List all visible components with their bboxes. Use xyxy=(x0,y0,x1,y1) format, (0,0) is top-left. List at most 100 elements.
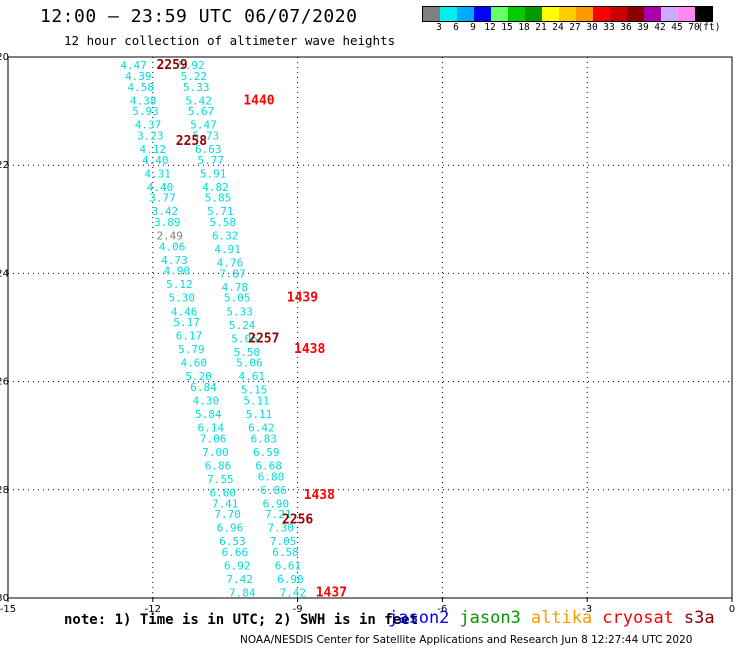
color-swatch xyxy=(559,7,576,21)
wave-height-value: 4.37 xyxy=(135,119,162,132)
color-swatch xyxy=(695,7,712,21)
color-scale-label: 18 xyxy=(518,22,530,33)
color-scale-label: 36 xyxy=(620,22,632,33)
wave-height-value: 5.42 xyxy=(185,94,212,107)
satellite-legend-entry: altika xyxy=(530,608,593,628)
track-time-label: 2257 xyxy=(248,331,279,346)
wave-height-value: 7.00 xyxy=(202,446,229,459)
wave-height-value: 4.12 xyxy=(140,143,167,156)
track-time-label: 1438 xyxy=(304,488,335,503)
satellite-legend-entry: s3a xyxy=(683,608,715,628)
y-tick-label: -28 xyxy=(0,485,9,496)
track-time-label: 2258 xyxy=(176,134,207,149)
wave-height-value: 5.77 xyxy=(197,154,224,167)
y-tick-label: -30 xyxy=(0,593,9,604)
satellite-legend-entry: jason2 xyxy=(388,608,450,628)
wave-height-value: 7.05 xyxy=(270,535,297,548)
wave-height-value: 7.84 xyxy=(229,587,256,600)
wave-height-value: 5.58 xyxy=(210,216,237,229)
y-tick-label: -20 xyxy=(0,52,9,63)
wave-height-value: 5.30 xyxy=(169,292,196,305)
wave-height-value: 5.71 xyxy=(207,205,234,218)
wave-height-value: 5.15 xyxy=(241,384,268,397)
wave-height-value: 7.06 xyxy=(200,432,227,445)
wave-height-value: 5.85 xyxy=(205,192,232,205)
wave-height-value: 4.30 xyxy=(193,395,220,408)
color-swatch xyxy=(542,7,559,21)
color-swatch xyxy=(644,7,661,21)
wave-height-value: 5.11 xyxy=(246,408,273,421)
wave-height-value: 4.90 xyxy=(164,265,191,278)
color-swatch xyxy=(576,7,593,21)
track-time-label: 1439 xyxy=(287,291,318,306)
wave-height-value: 4.06 xyxy=(159,240,186,253)
wave-height-value: 5.33 xyxy=(226,305,253,318)
wave-height-value: 7.42 xyxy=(226,573,253,586)
wave-height-value: 5.92 xyxy=(178,59,205,72)
wave-height-value: 3.77 xyxy=(149,192,176,205)
wave-height-value: 4.40 xyxy=(147,181,174,194)
wave-height-value: 5.06 xyxy=(231,332,258,345)
color-scale-label: 9 xyxy=(470,22,476,33)
color-swatch xyxy=(678,7,695,21)
color-scale-label: 45 xyxy=(671,22,683,33)
color-scale-label: 12 xyxy=(484,22,496,33)
wave-height-value: 4.73 xyxy=(161,254,188,267)
color-swatch xyxy=(474,7,491,21)
wave-height-value: 5.67 xyxy=(188,105,215,118)
wave-height-value: 6.90 xyxy=(263,497,290,510)
wave-height-value: 4.60 xyxy=(181,357,208,370)
wave-height-value: 6.42 xyxy=(248,422,275,435)
color-scale-label: 30 xyxy=(586,22,598,33)
x-tick-label: -12 xyxy=(145,604,161,615)
track-time-label: 2256 xyxy=(282,513,313,528)
page-title: 12:00 — 23:59 UTC 06/07/2020 xyxy=(40,6,358,27)
wave-height-value: 5.79 xyxy=(178,343,205,356)
wave-height-value: 3.23 xyxy=(137,129,164,142)
color-swatch xyxy=(525,7,542,21)
y-tick-label: -26 xyxy=(0,377,9,388)
wave-height-value: 6.92 xyxy=(224,560,251,573)
wave-height-value: 5.91 xyxy=(200,167,227,180)
wave-height-value: 3.89 xyxy=(154,216,181,229)
wave-height-value: 7.41 xyxy=(212,497,239,510)
wave-height-value: 7.42 xyxy=(280,587,307,600)
color-scale-label: 15 xyxy=(501,22,513,33)
wave-height-value: 4.76 xyxy=(217,257,244,270)
wave-height-value: 6.96 xyxy=(217,522,244,535)
y-tick-label: -22 xyxy=(0,160,9,171)
footer-credit: NOAA/NESDIS Center for Satellite Applica… xyxy=(240,634,693,646)
wave-height-value: 3.42 xyxy=(152,205,179,218)
color-scale-label: 39 xyxy=(637,22,649,33)
wave-height-value: 7.30 xyxy=(267,522,294,535)
color-swatch xyxy=(627,7,644,21)
color-scale-label: 24 xyxy=(552,22,564,33)
wave-height-value: 4.47 xyxy=(120,59,147,72)
wave-height-value: 6.63 xyxy=(195,143,222,156)
wave-height-value: 6.80 xyxy=(258,470,285,483)
wave-height-value: 6.60 xyxy=(210,487,237,500)
color-scale-label: 3 xyxy=(436,22,442,33)
color-scale-label: 33 xyxy=(603,22,615,33)
wave-height-value: 6.53 xyxy=(219,535,246,548)
color-scale-label: 70 xyxy=(688,22,700,33)
footer-note: note: 1) Time is in UTC; 2) SWH is in fe… xyxy=(64,612,419,628)
color-scale-label: 42 xyxy=(654,22,666,33)
wave-height-value: 5.24 xyxy=(229,319,256,332)
wave-height-value: 4.91 xyxy=(214,243,241,256)
plot-frame xyxy=(7,56,733,599)
wave-height-value: 6.86 xyxy=(260,484,287,497)
wave-height-value: 6.14 xyxy=(197,422,224,435)
wave-height-value: 5.17 xyxy=(173,316,200,329)
color-swatch xyxy=(593,7,610,21)
x-tick-label: -6 xyxy=(437,604,447,615)
wave-height-value: 6.66 xyxy=(222,546,249,559)
track-time-label: 1440 xyxy=(243,93,274,108)
x-tick-label: -3 xyxy=(582,604,592,615)
color-scale-label: 6 xyxy=(453,22,459,33)
wave-height-value: 5.84 xyxy=(195,408,222,421)
wave-height-value: 4.58 xyxy=(127,81,154,94)
wave-height-value: 5.12 xyxy=(166,278,193,291)
wave-height-value: 5.06 xyxy=(236,357,263,370)
